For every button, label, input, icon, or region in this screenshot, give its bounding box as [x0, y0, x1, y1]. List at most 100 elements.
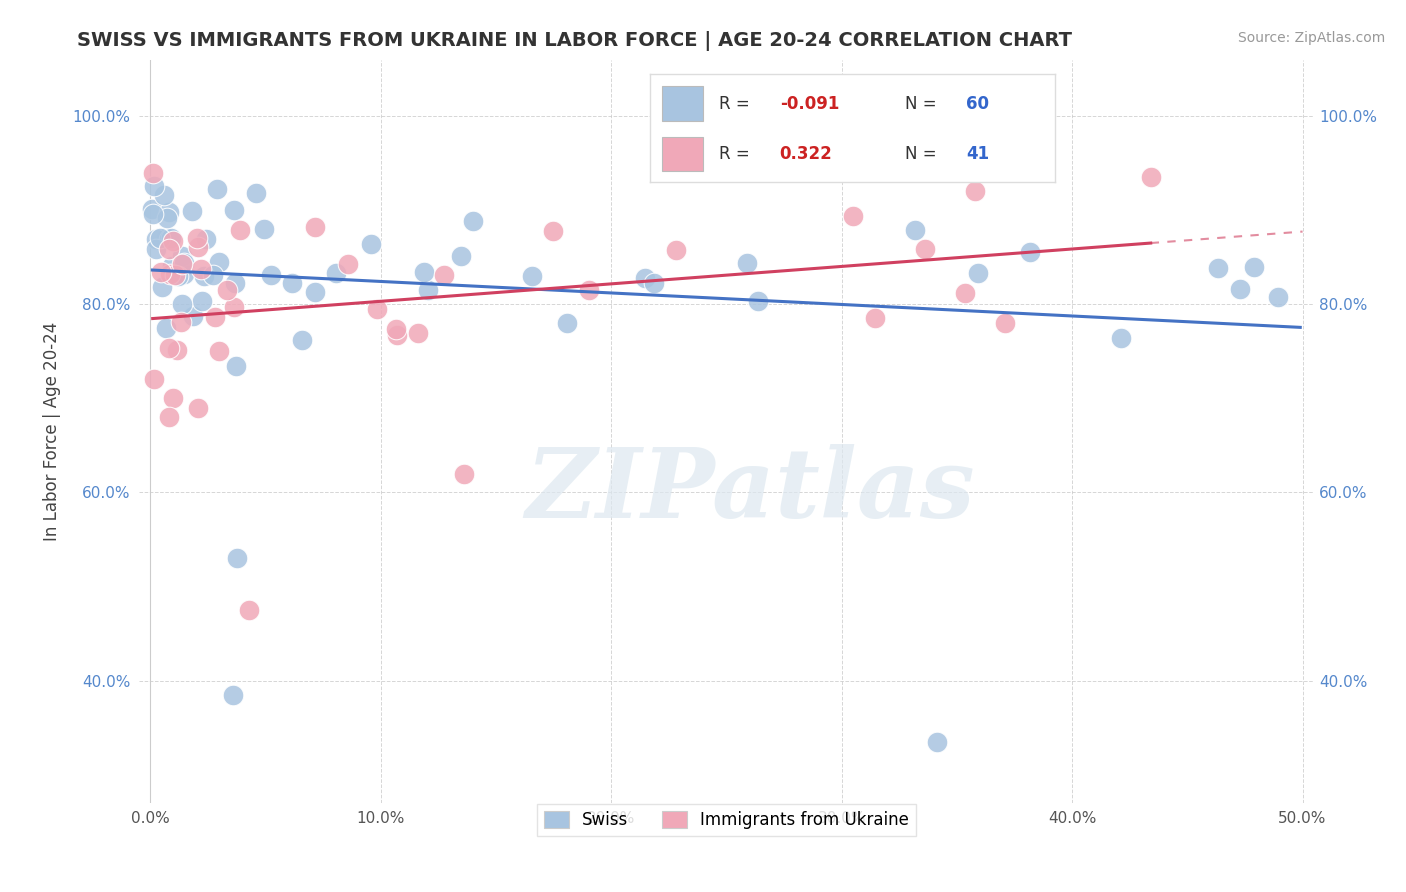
Point [205, 182, 228, 196]
Point [360, 237, 382, 252]
Point [337, 257, 360, 271]
Text: Source: ZipAtlas.com: Source: ZipAtlas.com [1237, 31, 1385, 45]
Point [406, 326, 429, 340]
Point [173, 267, 195, 281]
Point [281, 277, 304, 291]
Point [1206, 260, 1229, 275]
Point [149, 265, 172, 279]
Point [170, 315, 193, 329]
Point [222, 688, 245, 702]
Point [226, 551, 249, 566]
Point [841, 209, 863, 223]
Point [453, 467, 475, 481]
Point [157, 204, 180, 219]
Point [204, 310, 226, 324]
Point [170, 249, 193, 263]
Point [159, 230, 181, 244]
Point [208, 344, 231, 359]
Point [195, 231, 218, 245]
Point [208, 255, 231, 269]
Point [153, 188, 176, 202]
Point [1139, 170, 1161, 185]
Point [432, 268, 454, 282]
Point [522, 269, 544, 284]
Point [224, 277, 246, 291]
Point [541, 224, 564, 238]
Point [291, 334, 314, 348]
Point [148, 230, 170, 244]
Point [160, 259, 183, 273]
Point [953, 286, 976, 301]
Point [385, 328, 408, 343]
Point [413, 265, 436, 279]
Point [157, 242, 180, 256]
Point [229, 223, 252, 237]
Point [555, 316, 578, 330]
Point [450, 249, 472, 263]
Point [190, 262, 212, 277]
Point [181, 204, 204, 219]
Point [863, 311, 886, 326]
Point [157, 341, 180, 355]
Point [461, 214, 484, 228]
Point [325, 266, 347, 280]
Point [904, 223, 927, 237]
Point [173, 255, 195, 269]
Point [159, 267, 181, 281]
Point [1267, 290, 1289, 304]
Point [925, 735, 948, 749]
Point [183, 309, 205, 323]
Point [965, 184, 987, 198]
Point [191, 293, 214, 308]
Point [145, 232, 167, 246]
Point [187, 240, 209, 254]
Point [260, 268, 283, 282]
Point [222, 301, 245, 315]
Point [143, 179, 166, 194]
Point [155, 231, 177, 245]
Point [193, 268, 215, 283]
Point [1229, 282, 1251, 296]
Point [665, 243, 688, 257]
Point [238, 603, 260, 617]
Point [967, 266, 990, 280]
Point [166, 268, 188, 283]
Point [157, 410, 180, 425]
Point [141, 202, 163, 216]
Point [170, 297, 193, 311]
Point [416, 283, 439, 297]
Point [162, 234, 184, 248]
Text: SWISS VS IMMIGRANTS FROM UKRAINE IN LABOR FORCE | AGE 20-24 CORRELATION CHART: SWISS VS IMMIGRANTS FROM UKRAINE IN LABO… [77, 31, 1073, 51]
Point [578, 283, 600, 297]
Point [1109, 331, 1132, 345]
Point [170, 257, 193, 271]
Point [747, 294, 769, 309]
Point [994, 316, 1017, 330]
Point [304, 219, 326, 234]
Text: ZIPatlas: ZIPatlas [524, 443, 974, 538]
Legend: Swiss, Immigrants from Ukraine: Swiss, Immigrants from Ukraine [537, 804, 915, 836]
Point [252, 222, 274, 236]
Point [186, 231, 208, 245]
Point [737, 256, 759, 270]
Point [304, 285, 326, 299]
Point [366, 301, 388, 316]
Point [163, 268, 186, 283]
Point [914, 242, 936, 256]
Point [224, 202, 246, 217]
Point [1243, 260, 1265, 274]
Point [385, 322, 408, 336]
Y-axis label: In Labor Force | Age 20-24: In Labor Force | Age 20-24 [44, 322, 60, 541]
Point [162, 392, 184, 406]
Point [245, 186, 267, 200]
Point [142, 207, 165, 221]
Point [156, 211, 179, 226]
Point [217, 284, 239, 298]
Point [142, 371, 165, 385]
Point [634, 271, 657, 285]
Point [202, 268, 225, 283]
Point [145, 242, 167, 256]
Point [225, 359, 247, 373]
Point [150, 280, 173, 294]
Point [155, 320, 177, 334]
